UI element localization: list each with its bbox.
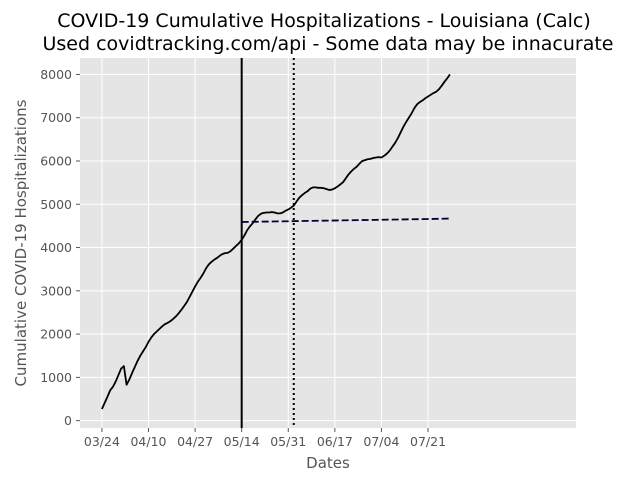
y-axis-ticks: 0 1000 2000 3000 4000 5000 6000 7000 8000	[40, 67, 80, 428]
y-tick-label: 8000	[40, 67, 72, 82]
x-tick-label: 07/21	[410, 434, 446, 449]
x-axis-label: Dates	[306, 454, 350, 472]
series-lines	[101, 73, 451, 410]
y-axis-label: Cumulative COVID-19 Hospitalizations	[12, 99, 30, 386]
projection-line	[241, 217, 450, 223]
hospitalizations-line	[101, 73, 451, 410]
chart-title: COVID-19 Cumulative Hospitalizations - L…	[57, 10, 591, 32]
plot-area	[80, 58, 576, 428]
chart-subtitle: Used covidtracking.com/api - Some data m…	[43, 33, 614, 55]
x-tick-label: 03/24	[84, 434, 120, 449]
grid	[80, 58, 576, 428]
y-tick-label: 3000	[40, 283, 72, 298]
y-tick-label: 1000	[40, 370, 72, 385]
x-tick-label: 04/10	[130, 434, 166, 449]
y-tick-label: 7000	[40, 110, 72, 125]
y-tick-label: 6000	[40, 153, 72, 168]
x-tick-label: 04/27	[177, 434, 213, 449]
y-tick-label: 4000	[40, 240, 72, 255]
x-tick-label: 07/04	[363, 434, 399, 449]
y-tick-label: 0	[64, 413, 72, 428]
y-tick-label: 5000	[40, 197, 72, 212]
x-tick-label: 05/31	[270, 434, 306, 449]
x-axis-ticks: 03/24 04/10 04/27 05/14 05/31 06/17 07/04 07/21	[84, 428, 446, 449]
vertical-markers	[240, 58, 295, 428]
y-tick-label: 2000	[40, 327, 72, 342]
x-tick-label: 05/14	[224, 434, 260, 449]
x-tick-label: 06/17	[317, 434, 353, 449]
